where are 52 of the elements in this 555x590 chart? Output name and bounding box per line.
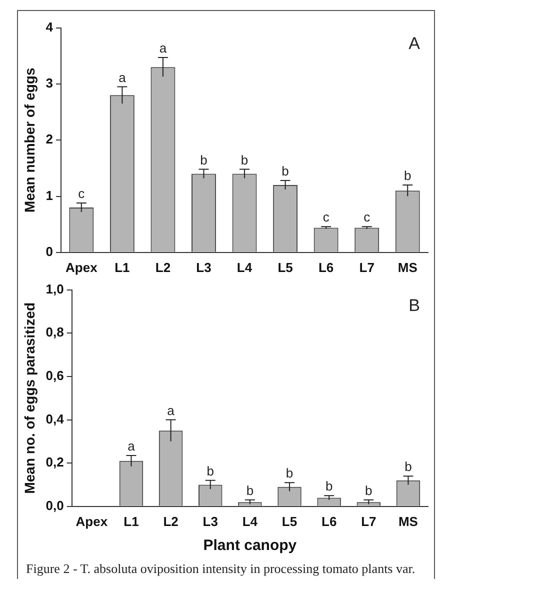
y-tick-label: 0: [46, 244, 54, 259]
x-tick-label: L1: [114, 260, 130, 275]
y-tick-label: 0,6: [46, 368, 64, 384]
chart-title: A: [408, 34, 421, 53]
data-label: b: [404, 168, 412, 184]
data-label: b: [325, 478, 333, 494]
x-tick-label: L7: [361, 514, 376, 529]
data-label: c: [322, 210, 330, 225]
x-tick-label: L2: [155, 260, 171, 275]
data-label: a: [167, 402, 176, 418]
data-label: b: [200, 152, 208, 168]
x-tick-label: L7: [359, 260, 374, 275]
y-axis-title: Mean no. of eggs parasitized: [21, 302, 38, 494]
y-axis-title: Mean number of eggs: [21, 68, 38, 212]
data-label: b: [282, 164, 289, 179]
x-tick-label: L1: [124, 514, 139, 529]
x-tick-label: L4: [236, 260, 253, 275]
data-label: b: [246, 482, 254, 498]
data-label: a: [128, 438, 136, 454]
x-tick-label: L2: [163, 514, 178, 529]
y-tick-label: 0,8: [46, 324, 64, 340]
x-tick-label: L6: [321, 514, 337, 529]
x-tick-label: L6: [318, 260, 334, 275]
caption: Figure 2 - T. absoluta oviposition intensity in processing tomato plants var.: [25, 560, 416, 578]
x-tick-label: L5: [278, 260, 293, 275]
data-label: a: [118, 70, 127, 85]
x-tick-label: L5: [282, 514, 298, 529]
x-tick-label: Apex: [76, 514, 108, 529]
y-tick-label: 0,0: [46, 498, 64, 513]
y-tick-label: 0,4: [46, 411, 65, 426]
x-tick-label: MS: [398, 260, 418, 275]
y-tick-label: 4: [46, 19, 54, 34]
y-tick-label: 2: [46, 132, 54, 147]
chart-title: B: [408, 296, 420, 315]
x-axis-title: Plant canopy: [203, 537, 298, 554]
data-label: c: [364, 210, 371, 225]
y-tick-label: 1: [46, 188, 54, 203]
data-label: c: [78, 186, 86, 202]
data-label: b: [240, 152, 248, 168]
x-tick-label: Apex: [66, 260, 98, 275]
data-label: b: [404, 459, 412, 474]
y-tick-label: 1,0: [46, 281, 64, 296]
y-tick-label: 3: [46, 76, 54, 91]
x-tick-label: L3: [196, 260, 212, 275]
x-tick-label: MS: [398, 514, 418, 529]
y-tick-label: 0,2: [46, 454, 64, 470]
data-label: a: [159, 40, 168, 56]
x-tick-label: L3: [202, 514, 218, 529]
x-tick-label: L4: [242, 514, 258, 529]
data-label: b: [286, 466, 294, 481]
data-label: b: [206, 463, 214, 478]
data-label: b: [365, 482, 372, 498]
